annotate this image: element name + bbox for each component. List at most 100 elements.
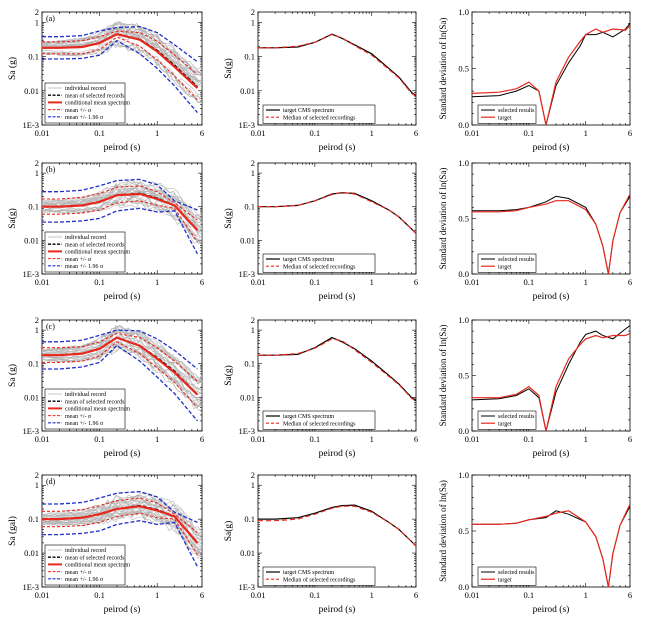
legend-label: mean +/- σ [65,257,92,263]
x-tick-label: 0.01 [251,590,266,600]
x-tick-label: 1 [370,277,374,287]
x-tick-label: 0.1 [94,590,105,600]
x-tick-label: 0.1 [310,277,321,287]
x-tick-label: 0.01 [465,277,480,287]
plot-frame [257,162,417,275]
mean-plus-sigma-line [42,497,198,534]
plot-area [472,503,630,587]
target-cms-line [258,336,416,402]
x-axis-label: peirod (s) [104,604,141,615]
panel-label: (c) [46,322,55,331]
x-axis-label: peirod (s) [533,448,570,459]
target-cms-line [258,33,416,97]
mean-plus-196sigma-line [42,178,198,211]
y-tick-label: 0.01 [240,86,255,96]
x-tick-label: 6 [628,434,632,444]
target-std-line [472,193,630,274]
x-tick-label: 1 [584,277,588,287]
y-tick-label: 1.0 [458,158,469,168]
x-tick-label: 0.1 [94,434,105,444]
x-tick-label: 0.01 [35,128,50,138]
y-tick-label: 2 [35,470,39,480]
y-tick-label: 1 [251,325,255,335]
x-tick-label: 0.01 [35,434,50,444]
legend-label: individual record [65,392,106,398]
y-axis-label: Sa(g) [7,208,18,229]
mean-minus-sigma-line [42,200,198,243]
individual-record-line [42,509,202,557]
x-tick-label: 1 [370,590,374,600]
target-cms-line [258,192,416,234]
y-axis-label: Sa(g) [223,58,234,79]
individual-record-line [42,41,202,104]
conditional-mean-line [42,336,199,396]
legend-label: mean +/- 1.96 σ [65,421,104,427]
selected-results-line [472,22,630,125]
panel-label: (a) [46,14,55,23]
legend-box [262,104,376,124]
legend-label: mean +/- σ [65,570,92,576]
conditional-mean-line [42,505,199,544]
legend-label: individual record [65,86,106,92]
individual-record-line [42,496,202,534]
legend-box [262,566,376,586]
x-tick-label: 1 [370,434,374,444]
x-tick-label: 6 [628,128,632,138]
individual-record-line [42,344,202,407]
legend-label: individual record [65,235,106,241]
x-axis-label: peirod (s) [319,448,356,459]
legend-label: conditional mean spectrum [65,563,130,569]
x-axis-label: peirod (s) [533,604,570,615]
mean-plus-sigma-line [42,30,198,75]
conditional-mean-line [42,192,199,232]
panel-12: 0.01 0.1 1 6 peirod (s) 0.0 0.5 1.0 Standard dev… [438,470,632,615]
panel-label: (b) [46,165,56,174]
individual-record-line [42,341,202,405]
legend-label: mean +/- σ [65,108,92,114]
y-axis-label: Sa (gal) [7,516,18,546]
target-std-line [472,25,630,125]
x-tick-label: 1 [155,590,159,600]
y-tick-label: 2 [251,158,255,168]
x-axis-label: peirod (s) [104,448,141,459]
x-tick-label: 1 [370,128,374,138]
plot-frame [257,11,417,126]
x-tick-label: 1 [155,277,159,287]
plot-area [258,504,416,547]
y-axis-label: Sa(g) [223,521,234,542]
x-tick-label: 0.01 [251,277,266,287]
x-tick-label: 0.01 [465,434,480,444]
x-tick-label: 0.01 [35,590,50,600]
legend-label: mean +/- 1.96 σ [65,577,104,583]
legend-label: mean +/- 1.96 σ [65,115,104,121]
x-tick-label: 1 [584,128,588,138]
legend-label: target CMS spectrum [283,414,335,420]
x-tick-label: 6 [200,590,204,600]
y-tick-label: 1E-3 [238,269,255,279]
mean-plus-196sigma-line [42,490,198,523]
x-tick-label: 0.1 [94,277,105,287]
x-tick-label: 6 [414,590,418,600]
y-tick-label: 2 [35,158,39,168]
x-tick-label: 6 [200,277,204,287]
y-tick-label: 2 [35,315,39,325]
y-tick-label: 0.5 [458,371,469,381]
plot-frame [257,474,417,588]
x-tick-label: 0.1 [94,128,105,138]
y-tick-label: 1 [35,480,39,490]
x-tick-label: 6 [200,128,204,138]
y-tick-label: 1E-3 [22,582,39,592]
plot-area [42,21,202,114]
y-tick-label: 0.1 [244,52,255,62]
individual-record-line [42,199,202,244]
plot-frame [41,162,203,275]
y-tick-label: 2 [35,7,39,17]
y-axis-label: Standard deviation of ln(Sa) [438,325,448,427]
x-tick-label: 0.1 [310,128,321,138]
median-selected-line [258,191,416,234]
y-axis-label: Standard deviation of ln(Sa) [438,18,448,120]
individual-record-line [42,28,202,83]
